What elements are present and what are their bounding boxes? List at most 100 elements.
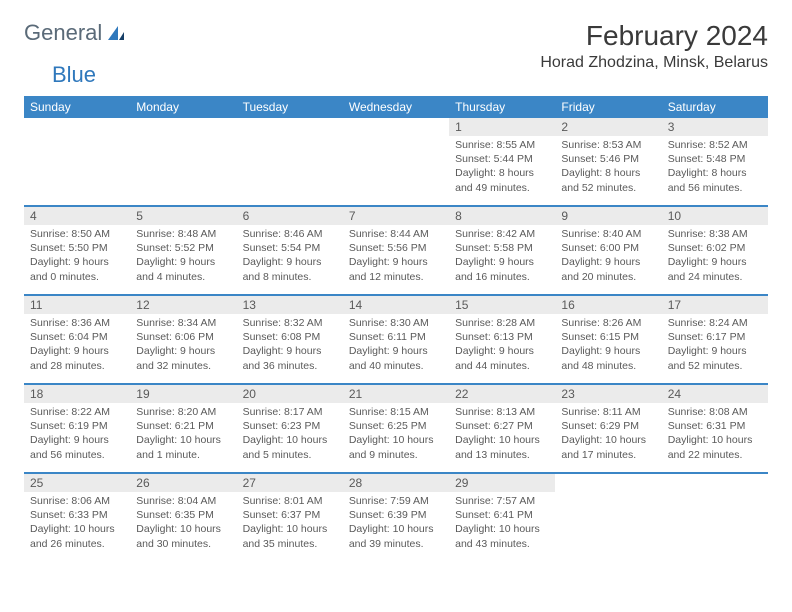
day-details: Sunrise: 8:28 AMSunset: 6:13 PMDaylight:… [449,314,555,377]
day-details: Sunrise: 8:36 AMSunset: 6:04 PMDaylight:… [24,314,130,377]
calendar-day-cell: 1Sunrise: 8:55 AMSunset: 5:44 PMDaylight… [449,118,555,206]
day-number: 6 [237,207,343,225]
day-details: Sunrise: 8:30 AMSunset: 6:11 PMDaylight:… [343,314,449,377]
calendar-day-cell: 15Sunrise: 8:28 AMSunset: 6:13 PMDayligh… [449,296,555,384]
calendar-page: General February 2024 Horad Zhodzina, Mi… [0,0,792,582]
day-number: 11 [24,296,130,314]
day-number: 13 [237,296,343,314]
day-details: Sunrise: 8:20 AMSunset: 6:21 PMDaylight:… [130,403,236,466]
calendar-day-cell: 21Sunrise: 8:15 AMSunset: 6:25 PMDayligh… [343,385,449,473]
day-details: Sunrise: 8:48 AMSunset: 5:52 PMDaylight:… [130,225,236,288]
day-number: 19 [130,385,236,403]
day-details: Sunrise: 8:40 AMSunset: 6:00 PMDaylight:… [555,225,661,288]
weekday-header: Thursday [449,96,555,118]
day-number: 24 [662,385,768,403]
day-number: 17 [662,296,768,314]
calendar-day-cell: 24Sunrise: 8:08 AMSunset: 6:31 PMDayligh… [662,385,768,473]
day-details: Sunrise: 8:11 AMSunset: 6:29 PMDaylight:… [555,403,661,466]
calendar-day-cell: 27Sunrise: 8:01 AMSunset: 6:37 PMDayligh… [237,474,343,562]
day-details: Sunrise: 8:17 AMSunset: 6:23 PMDaylight:… [237,403,343,466]
day-details: Sunrise: 8:26 AMSunset: 6:15 PMDaylight:… [555,314,661,377]
calendar-week-row: 11Sunrise: 8:36 AMSunset: 6:04 PMDayligh… [24,296,768,384]
day-details: Sunrise: 8:04 AMSunset: 6:35 PMDaylight:… [130,492,236,555]
day-number: 14 [343,296,449,314]
logo-sail-icon [106,24,126,49]
day-number: 15 [449,296,555,314]
day-details: Sunrise: 8:55 AMSunset: 5:44 PMDaylight:… [449,136,555,199]
weekday-header: Monday [130,96,236,118]
calendar-day-cell: 26Sunrise: 8:04 AMSunset: 6:35 PMDayligh… [130,474,236,562]
calendar-day-cell: 17Sunrise: 8:24 AMSunset: 6:17 PMDayligh… [662,296,768,384]
day-details: Sunrise: 8:08 AMSunset: 6:31 PMDaylight:… [662,403,768,466]
day-number: 1 [449,118,555,136]
day-details: Sunrise: 8:50 AMSunset: 5:50 PMDaylight:… [24,225,130,288]
day-details: Sunrise: 8:38 AMSunset: 6:02 PMDaylight:… [662,225,768,288]
day-details: Sunrise: 8:34 AMSunset: 6:06 PMDaylight:… [130,314,236,377]
calendar-day-cell: 20Sunrise: 8:17 AMSunset: 6:23 PMDayligh… [237,385,343,473]
calendar-day-cell: 6Sunrise: 8:46 AMSunset: 5:54 PMDaylight… [237,207,343,295]
day-number: 29 [449,474,555,492]
calendar-day-cell [343,118,449,206]
day-details: Sunrise: 8:53 AMSunset: 5:46 PMDaylight:… [555,136,661,199]
calendar-day-cell: 22Sunrise: 8:13 AMSunset: 6:27 PMDayligh… [449,385,555,473]
calendar-day-cell: 28Sunrise: 7:59 AMSunset: 6:39 PMDayligh… [343,474,449,562]
calendar-day-cell: 13Sunrise: 8:32 AMSunset: 6:08 PMDayligh… [237,296,343,384]
calendar-day-cell: 14Sunrise: 8:30 AMSunset: 6:11 PMDayligh… [343,296,449,384]
weekday-header: Tuesday [237,96,343,118]
calendar-day-cell [130,118,236,206]
day-number: 7 [343,207,449,225]
calendar-day-cell: 23Sunrise: 8:11 AMSunset: 6:29 PMDayligh… [555,385,661,473]
weekday-header: Sunday [24,96,130,118]
weekday-header: Saturday [662,96,768,118]
calendar-day-cell [237,118,343,206]
day-details: Sunrise: 8:46 AMSunset: 5:54 PMDaylight:… [237,225,343,288]
weekday-header: Wednesday [343,96,449,118]
day-number: 8 [449,207,555,225]
day-number: 3 [662,118,768,136]
day-details: Sunrise: 8:22 AMSunset: 6:19 PMDaylight:… [24,403,130,466]
day-number: 22 [449,385,555,403]
calendar-day-cell: 29Sunrise: 7:57 AMSunset: 6:41 PMDayligh… [449,474,555,562]
calendar-day-cell: 16Sunrise: 8:26 AMSunset: 6:15 PMDayligh… [555,296,661,384]
calendar-day-cell [555,474,661,562]
day-details: Sunrise: 8:52 AMSunset: 5:48 PMDaylight:… [662,136,768,199]
weekday-header-row: SundayMondayTuesdayWednesdayThursdayFrid… [24,96,768,118]
calendar-day-cell: 19Sunrise: 8:20 AMSunset: 6:21 PMDayligh… [130,385,236,473]
day-number: 2 [555,118,661,136]
day-number: 28 [343,474,449,492]
day-details: Sunrise: 7:59 AMSunset: 6:39 PMDaylight:… [343,492,449,555]
day-number: 26 [130,474,236,492]
day-details: Sunrise: 8:44 AMSunset: 5:56 PMDaylight:… [343,225,449,288]
day-number: 21 [343,385,449,403]
day-number: 5 [130,207,236,225]
day-details: Sunrise: 8:06 AMSunset: 6:33 PMDaylight:… [24,492,130,555]
day-number: 16 [555,296,661,314]
day-details: Sunrise: 8:24 AMSunset: 6:17 PMDaylight:… [662,314,768,377]
weekday-header: Friday [555,96,661,118]
calendar-day-cell: 11Sunrise: 8:36 AMSunset: 6:04 PMDayligh… [24,296,130,384]
calendar-day-cell [662,474,768,562]
calendar-day-cell: 2Sunrise: 8:53 AMSunset: 5:46 PMDaylight… [555,118,661,206]
day-details: Sunrise: 7:57 AMSunset: 6:41 PMDaylight:… [449,492,555,555]
calendar-day-cell: 7Sunrise: 8:44 AMSunset: 5:56 PMDaylight… [343,207,449,295]
day-number: 27 [237,474,343,492]
day-number: 4 [24,207,130,225]
month-title: February 2024 [540,20,768,52]
day-number: 10 [662,207,768,225]
brand-logo: General [24,20,128,46]
calendar-day-cell: 12Sunrise: 8:34 AMSunset: 6:06 PMDayligh… [130,296,236,384]
calendar-day-cell [24,118,130,206]
calendar-week-row: 1Sunrise: 8:55 AMSunset: 5:44 PMDaylight… [24,118,768,206]
calendar-day-cell: 18Sunrise: 8:22 AMSunset: 6:19 PMDayligh… [24,385,130,473]
calendar-week-row: 18Sunrise: 8:22 AMSunset: 6:19 PMDayligh… [24,385,768,473]
calendar-day-cell: 10Sunrise: 8:38 AMSunset: 6:02 PMDayligh… [662,207,768,295]
calendar-day-cell: 9Sunrise: 8:40 AMSunset: 6:00 PMDaylight… [555,207,661,295]
day-details: Sunrise: 8:32 AMSunset: 6:08 PMDaylight:… [237,314,343,377]
day-details: Sunrise: 8:42 AMSunset: 5:58 PMDaylight:… [449,225,555,288]
calendar-day-cell: 3Sunrise: 8:52 AMSunset: 5:48 PMDaylight… [662,118,768,206]
calendar-table: SundayMondayTuesdayWednesdayThursdayFrid… [24,96,768,562]
location-text: Horad Zhodzina, Minsk, Belarus [540,54,768,72]
day-number: 9 [555,207,661,225]
day-number: 18 [24,385,130,403]
day-number: 12 [130,296,236,314]
